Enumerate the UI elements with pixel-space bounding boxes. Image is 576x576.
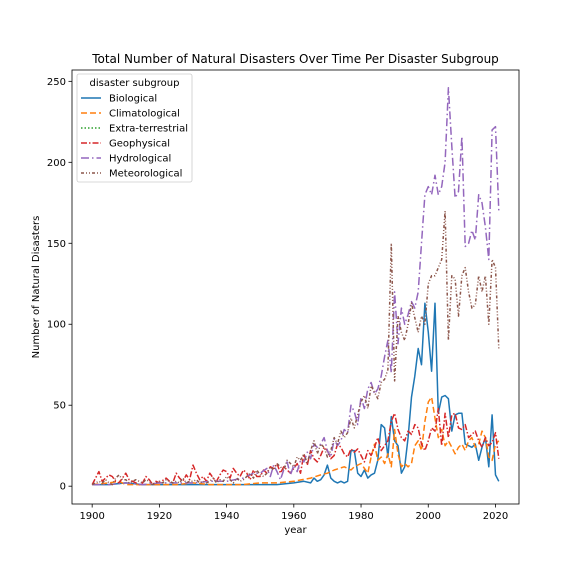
- y-axis-label: Number of Natural Disasters: [31, 216, 42, 359]
- x-axis-label: year: [284, 525, 307, 536]
- y-tick-label: 0: [60, 482, 66, 493]
- legend-label-extra-terrestrial: Extra-terrestrial: [109, 124, 188, 135]
- legend-title: disaster subgroup: [90, 78, 180, 89]
- x-tick-label: 2000: [416, 511, 441, 522]
- series-line-biological: [92, 302, 500, 486]
- y-tick-label: 250: [47, 77, 66, 88]
- y-tick-label: 50: [53, 401, 66, 412]
- y-tick-label: 200: [47, 158, 66, 169]
- legend-label-biological: Biological: [109, 94, 157, 105]
- y-axis: 0 50 100 150 200 250: [47, 77, 72, 493]
- y-tick-label: 100: [47, 320, 66, 331]
- plot-frame: [71, 69, 520, 505]
- legend-label-climatological: Climatological: [109, 109, 180, 120]
- x-tick-label: 1960: [281, 511, 306, 522]
- legend-label-hydrological: Hydrological: [109, 154, 171, 165]
- x-axis: 1900 1920 1940 1960 1980 2000 2020: [79, 504, 508, 522]
- legend: disaster subgroup Biological Climatologic…: [76, 73, 193, 183]
- series-line-hydrological: [92, 87, 500, 486]
- series-line-climatological: [92, 396, 500, 486]
- x-tick-label: 1940: [214, 511, 239, 522]
- x-tick-label: 1980: [348, 511, 373, 522]
- series-line-meteorological: [91, 210, 500, 486]
- chart-title: Total Number of Natural Disasters Over T…: [91, 52, 499, 66]
- legend-label-meteorological: Meteorological: [109, 169, 182, 180]
- x-tick-label: 1900: [79, 511, 104, 522]
- series-layer: [91, 87, 500, 486]
- legend-label-geophysical: Geophysical: [109, 139, 170, 150]
- y-tick-label: 150: [47, 239, 66, 250]
- x-tick-label: 1920: [147, 511, 172, 522]
- x-tick-label: 2020: [483, 511, 508, 522]
- legend-box: [76, 73, 193, 183]
